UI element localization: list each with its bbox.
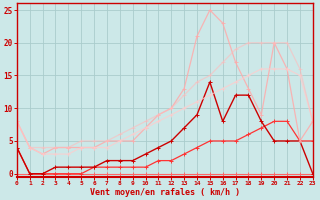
X-axis label: Vent moyen/en rafales ( km/h ): Vent moyen/en rafales ( km/h ) [90,188,240,197]
